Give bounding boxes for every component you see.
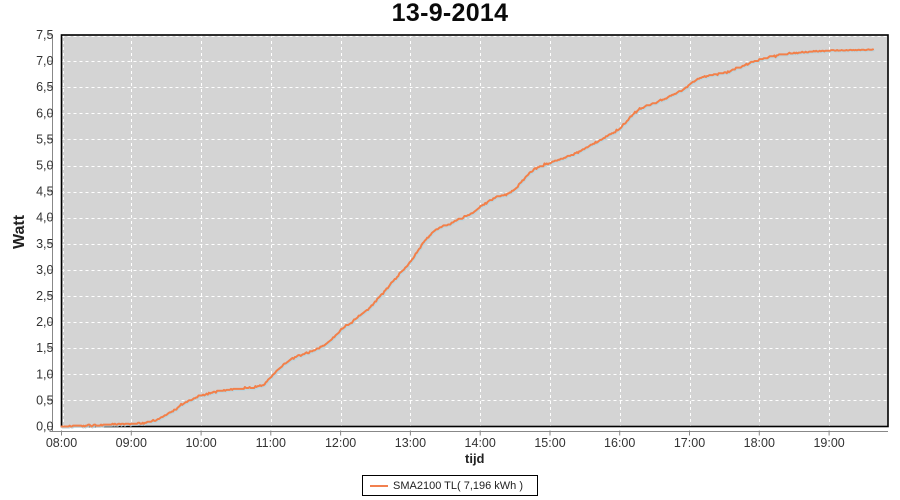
svg-text:13:00: 13:00 [395,436,426,450]
svg-text:3,0: 3,0 [36,263,53,277]
svg-text:0,5: 0,5 [36,393,53,407]
svg-text:14:00: 14:00 [465,436,496,450]
svg-text:19:00: 19:00 [813,436,844,450]
svg-text:7,5: 7,5 [36,28,53,42]
svg-text:4,5: 4,5 [36,185,53,199]
svg-text:12:00: 12:00 [325,436,356,450]
svg-text:5,0: 5,0 [36,159,53,173]
svg-text:10:00: 10:00 [185,436,216,450]
svg-text:5,5: 5,5 [36,132,53,146]
svg-text:1,0: 1,0 [36,367,53,381]
svg-text:15:00: 15:00 [534,436,565,450]
svg-text:09:00: 09:00 [116,436,147,450]
svg-text:08:00: 08:00 [46,436,77,450]
svg-text:6,0: 6,0 [36,106,53,120]
svg-text:18:00: 18:00 [744,436,775,450]
svg-text:17:00: 17:00 [674,436,705,450]
svg-text:7,0: 7,0 [36,54,53,68]
svg-text:4,0: 4,0 [36,211,53,225]
svg-text:6,5: 6,5 [36,80,53,94]
svg-text:3,5: 3,5 [36,237,53,251]
svg-text:2,0: 2,0 [36,315,53,329]
svg-text:0,0: 0,0 [36,420,53,434]
svg-text:1,5: 1,5 [36,341,53,355]
svg-text:11:00: 11:00 [256,436,286,450]
svg-text:16:00: 16:00 [604,436,635,450]
svg-text:2,5: 2,5 [36,289,53,303]
